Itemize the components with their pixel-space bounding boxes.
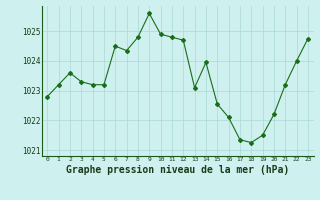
X-axis label: Graphe pression niveau de la mer (hPa): Graphe pression niveau de la mer (hPa) (66, 165, 289, 175)
